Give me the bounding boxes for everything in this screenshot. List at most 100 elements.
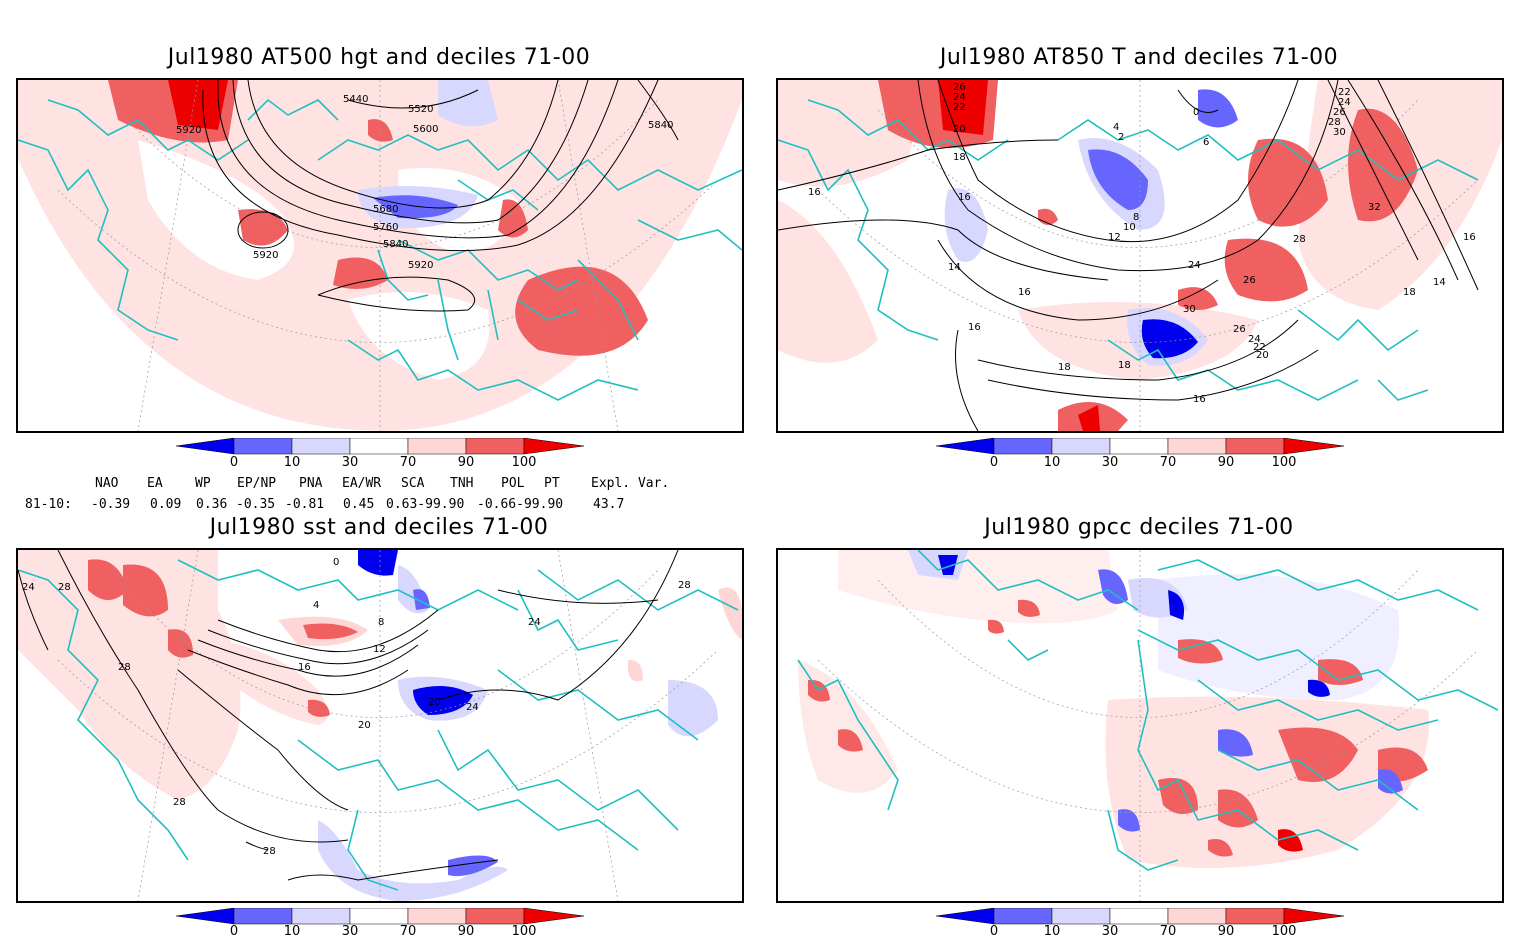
contour-label: 8 <box>378 617 384 628</box>
colorbar-tick: 30 <box>1101 455 1119 470</box>
colorbar-tick: 0 <box>229 924 239 939</box>
index-header: POL <box>501 476 525 491</box>
contour-label: 24 <box>1188 260 1201 271</box>
contour-label: 14 <box>948 262 961 273</box>
panel-3-title: Jul1980 sst and deciles 71-00 <box>209 515 549 540</box>
contour-label: 30 <box>1333 127 1346 138</box>
colorbar-tick: 70 <box>1159 924 1177 939</box>
contour-label: 4 <box>313 600 319 611</box>
contour-label: 28 <box>678 580 691 591</box>
index-value: -0.81 <box>285 497 325 512</box>
colorbar-tick: 70 <box>1159 455 1177 470</box>
contour-label: 5440 <box>343 94 368 105</box>
colorbar-tick: 70 <box>399 455 417 470</box>
contour-label: 16 <box>808 187 821 198</box>
contour-label: 28 <box>173 797 186 808</box>
contour-label: 20 <box>1256 350 1269 361</box>
panel-2-contour-labels: 26 24 22 20 18 16 16 14 12 10 8 2 0 4 6 … <box>808 82 1476 405</box>
index-value: -0.35 <box>236 497 276 512</box>
colorbar-tick: 90 <box>457 455 475 470</box>
contour-label: 18 <box>1118 360 1131 371</box>
contour-label: 18 <box>1058 362 1071 373</box>
colorbar-tick: 70 <box>399 924 417 939</box>
index-header: WP <box>195 476 211 491</box>
contour-label: 20 <box>358 720 371 731</box>
contour-label: 12 <box>373 644 386 655</box>
contour-label: 20 <box>953 124 966 135</box>
contour-label: 16 <box>1463 232 1476 243</box>
contour-label: 30 <box>1183 304 1196 315</box>
colorbar-tick: 30 <box>341 924 359 939</box>
contour-label: 10 <box>1123 222 1136 233</box>
colorbar-3-strip <box>175 907 585 925</box>
contour-label: 24 <box>466 702 479 713</box>
contour-label: 16 <box>958 192 971 203</box>
contour-label: 5920 <box>408 260 433 271</box>
contour-label: 26 <box>1333 107 1346 118</box>
colorbar-tick: 0 <box>989 455 999 470</box>
index-value: 0.45 <box>343 497 375 512</box>
panel-2-title: Jul1980 AT850 T and deciles 71-00 <box>939 45 1339 70</box>
contour-label: 28 <box>58 582 71 593</box>
contour-label: 5520 <box>408 104 433 115</box>
colorbar-tick: 100 <box>511 455 537 470</box>
contour-label: 18 <box>1403 287 1416 298</box>
contour-label: 6 <box>1203 137 1209 148</box>
colorbar-2: 0 10 30 70 90 100 <box>935 437 1346 474</box>
contour-label: 5600 <box>413 124 438 135</box>
contour-label: 20 <box>428 697 441 708</box>
colorbar-2-strip <box>935 437 1345 455</box>
contour-label: 28 <box>118 662 131 673</box>
index-value: -0.66-99.90 <box>477 497 564 512</box>
colorbar-4: 0 10 30 70 90 100 <box>935 907 1346 940</box>
contour-label: 24 <box>528 617 541 628</box>
panel-4-title: Jul1980 gpcc deciles 71-00 <box>984 515 1294 540</box>
colorbar-tick: 10 <box>283 455 301 470</box>
panel-1-title: Jul1980 AT500 hgt and deciles 71-00 <box>167 45 591 70</box>
index-header: EA/WR <box>342 476 382 491</box>
contour-label: 2 <box>1118 132 1124 143</box>
panel-1-contour-labels: 5440 5520 5600 5680 5760 5840 5920 5920 … <box>176 94 673 271</box>
contour-label: 5920 <box>176 125 201 136</box>
contour-label: 18 <box>953 152 966 163</box>
contour-label: 28 <box>263 846 276 857</box>
colorbar-tick: 10 <box>1043 455 1061 470</box>
contour-label: 5760 <box>373 222 398 233</box>
contour-label: 24 <box>953 92 966 103</box>
panel-2-map: 26 24 22 20 18 16 16 14 12 10 8 2 0 4 6 … <box>776 78 1504 433</box>
index-value: -0.39 <box>91 497 131 512</box>
index-value: 43.7 <box>593 497 625 512</box>
colorbar-tick: 30 <box>341 455 359 470</box>
colorbar-4-strip <box>935 907 1345 925</box>
contour-label: 16 <box>298 662 311 673</box>
colorbar-tick: 0 <box>989 924 999 939</box>
index-header: NAO <box>95 476 119 491</box>
colorbar-tick: 90 <box>1217 924 1235 939</box>
index-row-label: 81-10: <box>25 497 72 512</box>
contour-label: 16 <box>968 322 981 333</box>
index-value: 0.36 <box>196 497 228 512</box>
contour-label: 0 <box>333 557 339 568</box>
colorbar-1-strip <box>175 437 585 455</box>
contour-label: 5920 <box>253 250 278 261</box>
index-header: TNH <box>450 476 474 491</box>
panel-1-map: 5440 5520 5600 5680 5760 5840 5920 5920 … <box>16 78 744 433</box>
contour-label: 16 <box>1193 394 1206 405</box>
colorbar-tick: 100 <box>1271 924 1297 939</box>
colorbar-tick: 100 <box>511 924 537 939</box>
contour-label: 26 <box>953 82 966 93</box>
panel-3-map: 24 28 28 28 28 16 12 8 4 0 20 24 20 24 2… <box>16 548 744 903</box>
panel-4-map <box>776 548 1504 903</box>
contour-label: 4 <box>1113 122 1119 133</box>
colorbar-tick: 0 <box>229 455 239 470</box>
contour-label: 8 <box>1133 212 1139 223</box>
index-header: EA <box>147 476 163 491</box>
colorbar-tick: 10 <box>1043 924 1061 939</box>
contour-label: 22 <box>953 102 966 113</box>
contour-label: 24 <box>22 582 35 593</box>
index-value: 0.09 <box>150 497 182 512</box>
colorbar-1: 0 10 30 70 90 100 <box>175 437 586 474</box>
colorbar-tick: 90 <box>457 924 475 939</box>
contour-label: 26 <box>1243 275 1256 286</box>
contour-label: 28 <box>1293 234 1306 245</box>
